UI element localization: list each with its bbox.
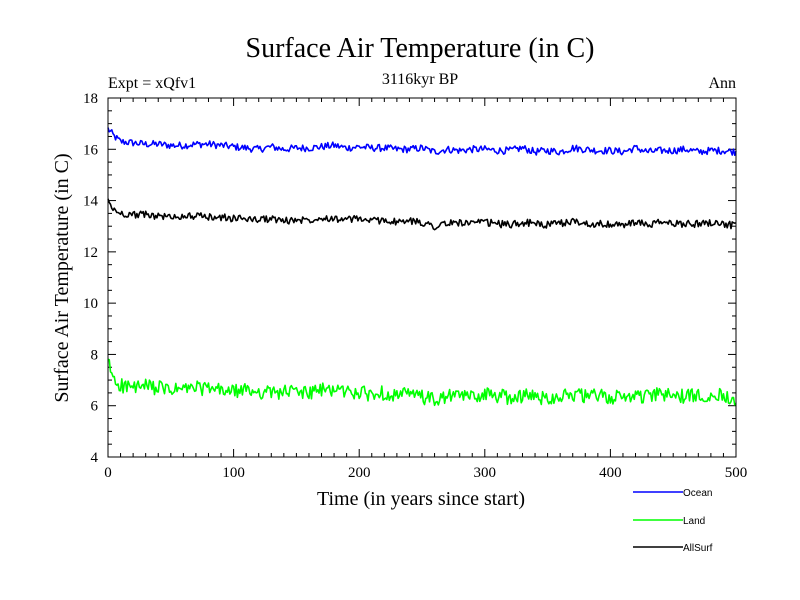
legend-label-ocean: Ocean [683,488,712,499]
legend: Ocean Land AllSurf [633,488,713,554]
x-tick-label: 0 [104,465,112,481]
y-tick-label: 16 [83,142,99,158]
x-tick-label: 400 [599,465,622,481]
y-tick-label: 4 [91,450,99,466]
chart-title: Surface Air Temperature (in C) [246,33,595,64]
x-tick-label: 500 [725,465,748,481]
y-tick-label: 10 [83,296,98,312]
axis-ticks: 0 100 200 300 400 500 4 6 8 10 12 14 16 18 [83,91,747,481]
legend-label-allsurf: AllSurf [683,543,713,554]
y-tick-label: 18 [83,91,98,107]
y-tick-label: 8 [91,347,99,363]
legend-label-land: Land [683,516,705,527]
series-line-land [107,358,737,407]
y-axis-label: Surface Air Temperature (in C) [51,153,73,402]
x-tick-label: 100 [222,465,245,481]
y-tick-label: 12 [83,245,98,261]
x-tick-label: 300 [474,465,497,481]
series-line-ocean [107,127,737,156]
y-tick-label: 14 [83,194,99,210]
series-line-allsurf [107,198,737,231]
experiment-label: Expt = xQfv1 [108,75,196,92]
plot-frame [107,97,737,458]
season-label: Ann [708,75,736,92]
series-group [107,127,737,407]
x-axis-label: Time (in years since start) [317,488,525,510]
x-tick-label: 200 [348,465,371,481]
chart-subtitle: 3116kyr BP [382,71,458,88]
y-tick-label: 6 [91,399,99,415]
